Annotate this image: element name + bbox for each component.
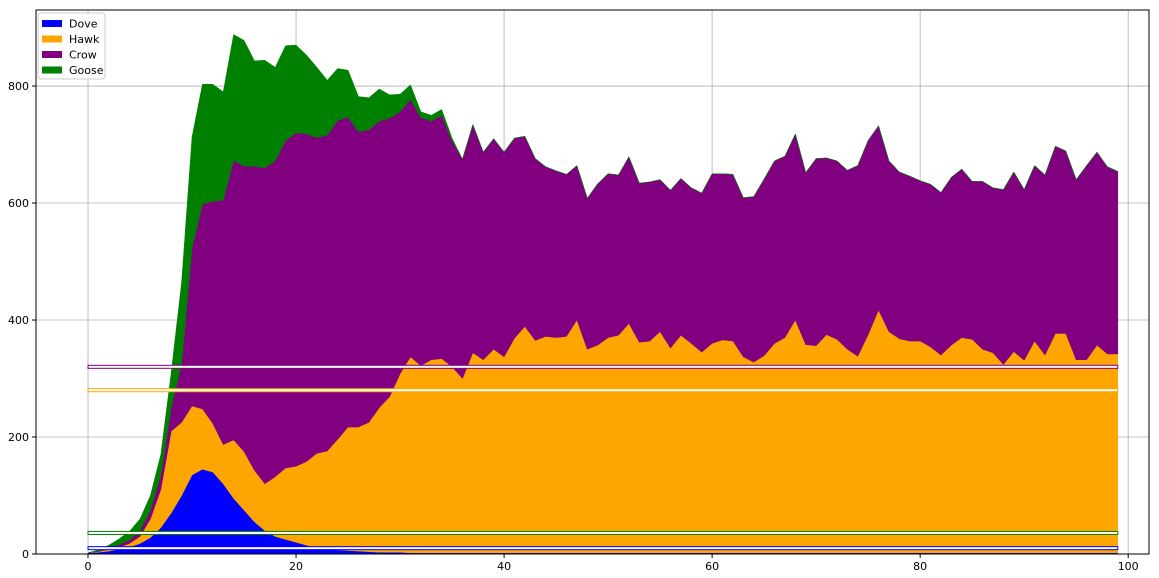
legend-label-dove: Dove [69,18,98,31]
x-tick-label: 80 [913,560,927,573]
y-tick-label: 200 [8,431,29,444]
legend-label-crow: Crow [69,49,97,62]
legend-label-goose: Goose [69,64,104,77]
legend-swatch-goose [42,66,62,74]
x-tick-label: 60 [705,560,719,573]
legend-box [37,12,106,80]
legend-swatch-crow [42,51,62,58]
legend-swatch-dove [42,20,62,27]
mean-line-crow [87,364,1119,369]
legend-label-hawk: Hawk [69,33,100,46]
y-tick-label: 0 [22,548,29,561]
mean-line-hawk [87,388,1119,393]
x-tick-label: 40 [497,560,511,573]
legend-swatch-hawk [42,35,62,43]
y-tick-label: 600 [8,197,29,210]
area-goose [87,34,1118,554]
mean-lines [87,364,1119,551]
mean-line-dove [87,546,1119,551]
x-tick-label: 20 [289,560,303,573]
plot-frame [35,9,1150,555]
legend: Dove Hawk Crow Goose [37,12,106,80]
y-tick-label: 800 [8,80,29,93]
x-tick-label: 0 [85,560,92,573]
x-tick-label: 100 [1118,560,1139,573]
y-axis-ticks: 0 200 400 600 800 [8,80,36,561]
x-axis-ticks: 0 20 40 60 80 100 [85,554,1139,573]
y-tick-label: 400 [8,314,29,327]
mean-line-goose [87,530,1119,535]
series-areas [87,34,1119,555]
